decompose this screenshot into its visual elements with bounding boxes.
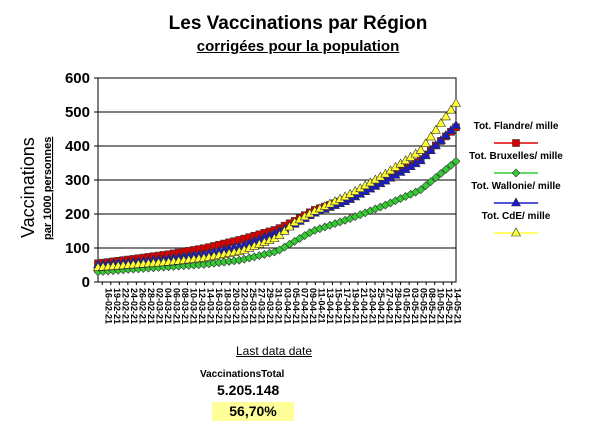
x-tick-label: 06-03-21 — [171, 288, 181, 324]
chart-title: Les Vaccinations par Région — [168, 13, 428, 34]
x-tick-label: 07-04-21 — [299, 288, 309, 324]
x-tick-label: 25-04-21 — [376, 288, 386, 324]
x-tick-label: 16-02-21 — [103, 288, 113, 324]
x-axis-caption: Last data date — [236, 344, 313, 358]
data-point — [431, 173, 441, 183]
y-tick-label: 600 — [65, 70, 90, 87]
y-tick-label: 300 — [65, 172, 90, 189]
data-point — [435, 118, 446, 127]
chart-subtitle: corrigées pour la population — [196, 38, 400, 55]
legend-marker — [510, 227, 522, 237]
x-tick-label: 16-03-21 — [214, 288, 224, 324]
x-tick-label: 05-05-21 — [419, 288, 429, 324]
data-point — [441, 165, 451, 174]
x-tick-label: 27-04-21 — [385, 288, 395, 324]
data-point — [430, 124, 441, 134]
vaccination-percentage: 56,70% — [212, 402, 294, 421]
data-point — [446, 160, 456, 170]
y-tick-label: 200 — [65, 206, 90, 223]
x-tick-label: 20-03-21 — [231, 288, 241, 324]
x-tick-label: 12-05-21 — [444, 288, 454, 324]
data-point — [284, 221, 295, 231]
data-point — [425, 131, 436, 141]
data-point — [425, 145, 436, 155]
y-tick-label: 500 — [65, 104, 90, 121]
x-tick-label: 19-02-21 — [112, 288, 122, 324]
x-tick-label: 31-03-21 — [274, 288, 284, 324]
x-tick-label: 14-05-21 — [453, 288, 463, 324]
x-tick-label: 25-03-21 — [248, 288, 258, 324]
data-point — [450, 119, 462, 129]
x-tick-label: 26-02-21 — [137, 288, 147, 324]
x-tick-label: 10-05-21 — [436, 288, 446, 324]
y-tick-label: 400 — [65, 138, 90, 155]
data-point — [436, 169, 446, 178]
data-point — [450, 97, 462, 107]
legend-label: Tot. Flandre/ mille — [474, 121, 559, 132]
x-tick-label: 08-05-21 — [427, 288, 437, 324]
data-point — [421, 181, 431, 191]
data-point — [451, 156, 461, 166]
legend-label: Tot. CdE/ mille — [482, 211, 551, 222]
x-tick-label: 02-03-21 — [154, 288, 164, 324]
x-tick-label: 05-04-21 — [291, 288, 301, 324]
x-tick-label: 17-04-21 — [342, 288, 352, 324]
x-tick-label: 14-03-21 — [206, 288, 216, 324]
x-tick-label: 22-02-21 — [120, 288, 130, 324]
y-axis-title: Vaccinations — [18, 137, 38, 238]
x-tick-label: 08-03-21 — [180, 288, 190, 324]
data-point — [440, 111, 451, 121]
vaccinations-total-label: VaccinationsTotal — [200, 369, 285, 380]
x-tick-label: 12-03-21 — [197, 288, 207, 324]
legend-marker — [511, 168, 521, 178]
x-tick-label: 29-03-21 — [265, 288, 275, 324]
legend-label: Tot. Wallonie/ mille — [471, 181, 561, 192]
x-tick-label: 23-04-21 — [368, 288, 378, 324]
legend-marker — [510, 197, 522, 207]
y-tick-label: 0 — [82, 274, 90, 291]
data-point — [415, 155, 426, 165]
x-tick-label: 13-04-21 — [325, 288, 335, 324]
data-point — [445, 104, 456, 114]
x-tick-label: 04-03-21 — [163, 288, 173, 324]
x-tick-label: 18-03-21 — [223, 288, 233, 324]
data-point — [416, 185, 426, 195]
x-tick-label: 03-04-21 — [282, 288, 292, 324]
x-tick-label: 28-02-21 — [146, 288, 156, 324]
x-tick-label: 11-04-21 — [316, 288, 326, 324]
data-point — [420, 138, 431, 148]
x-tick-label: 21-04-21 — [359, 288, 369, 324]
data-point — [426, 177, 436, 187]
x-tick-label: 10-03-21 — [189, 288, 199, 324]
data-point — [435, 135, 446, 144]
x-tick-label: 03-05-21 — [410, 288, 420, 324]
data-point — [440, 130, 451, 139]
data-point — [420, 150, 431, 160]
y-axis-subtitle: par 1000 personnes — [42, 137, 54, 240]
legend-label: Tot. Bruxelles/ mille — [469, 151, 563, 162]
legend-marker — [512, 139, 520, 147]
data-point — [415, 144, 426, 154]
y-tick-label: 100 — [65, 240, 90, 257]
x-tick-label: 27-03-21 — [257, 288, 267, 324]
data-point — [445, 125, 456, 134]
data-point — [430, 140, 441, 150]
x-tick-label: 24-02-21 — [129, 288, 139, 324]
x-tick-label: 19-04-21 — [350, 288, 360, 324]
x-tick-label: 29-04-21 — [393, 288, 403, 324]
x-tick-label: 09-04-21 — [308, 288, 318, 324]
data-point — [279, 225, 290, 235]
x-tick-label: 15-04-21 — [333, 288, 343, 324]
vaccinations-total-value: 5.205.148 — [217, 382, 280, 398]
data-point — [274, 230, 285, 239]
x-tick-label: 01-05-21 — [402, 288, 412, 324]
x-tick-label: 22-03-21 — [240, 288, 250, 324]
